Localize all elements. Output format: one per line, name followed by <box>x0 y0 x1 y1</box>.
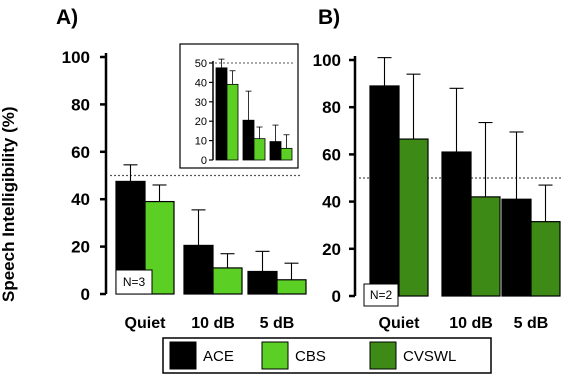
sample-size-box <box>115 269 153 295</box>
y-tick-label: 80 <box>322 98 341 117</box>
y-tick-label: 100 <box>62 48 90 67</box>
inset-y-tick-label: 40 <box>195 77 207 89</box>
inset-bar-ace <box>215 67 228 161</box>
inset-y-tick-label: 30 <box>195 97 207 109</box>
y-tick-label: 20 <box>322 240 341 259</box>
bar-ace <box>369 85 400 297</box>
sample-size-label: N=2 <box>370 288 393 302</box>
y-tick-label: 60 <box>322 145 341 164</box>
inset-bar-cbs <box>280 147 293 161</box>
panel-b-label: B) <box>318 6 340 29</box>
inset-chart: 0 10 20 30 40 50 <box>179 43 299 169</box>
category-label: 10 dB <box>191 315 235 332</box>
bar-cvswl <box>398 138 429 297</box>
category-label: 5 dB <box>514 315 549 332</box>
legend-swatch-cvswl <box>369 341 397 370</box>
inset-y-tick-label: 0 <box>201 155 207 167</box>
legend-label-cvswl: CVSWL <box>403 348 456 365</box>
inset-bar-cbs <box>253 138 266 161</box>
bar-ace <box>183 244 214 295</box>
inset-y-tick-label: 10 <box>195 136 207 148</box>
y-tick-label: 40 <box>71 190 90 209</box>
y-tick-label: 40 <box>322 193 341 212</box>
legend: ACE CBS CVSWL <box>162 337 492 374</box>
panel-a-label: A) <box>56 6 78 29</box>
bar-cbs <box>212 267 243 295</box>
inset-bar-ace <box>242 119 255 161</box>
bar-cvswl <box>530 221 561 297</box>
legend-frame <box>162 337 492 374</box>
bar-ace <box>247 270 278 295</box>
bar-ace <box>501 198 532 297</box>
category-label: 5 dB <box>260 315 295 332</box>
inset-y-tick-label: 20 <box>195 116 207 128</box>
legend-label-ace: ACE <box>203 348 234 365</box>
y-tick-label: 100 <box>313 51 341 70</box>
bar-cbs <box>276 279 307 295</box>
inset-bar-cbs <box>226 83 239 161</box>
legend-swatch-ace <box>169 341 197 370</box>
bar-cvswl <box>470 196 501 297</box>
panel-a: 0 20 40 60 80 100 Quiet 10 dB 5 dB N=3 0 10 20 30 40 50 <box>62 43 307 332</box>
sample-size-box <box>363 283 399 307</box>
category-label: Quiet <box>379 315 421 332</box>
inset-y-tick-label: 50 <box>195 58 207 70</box>
panel-b: 0 20 40 60 80 100 Quiet 10 dB 5 dB N=2 <box>313 51 562 332</box>
y-tick-label: 80 <box>71 95 90 114</box>
category-label: 10 dB <box>449 315 493 332</box>
y-tick-label: 0 <box>81 285 90 304</box>
y-tick-label: 60 <box>71 143 90 162</box>
y-tick-label: 0 <box>332 287 341 306</box>
legend-label-cbs: CBS <box>295 348 326 365</box>
legend-swatch-cbs <box>261 341 289 370</box>
y-tick-label: 20 <box>71 238 90 257</box>
bar-ace <box>441 151 472 297</box>
sample-size-label: N=3 <box>123 275 146 289</box>
y-axis-label: Speech Intelligibility (%) <box>0 106 18 302</box>
inset-bar-ace <box>269 141 282 161</box>
category-label: Quiet <box>125 315 167 332</box>
